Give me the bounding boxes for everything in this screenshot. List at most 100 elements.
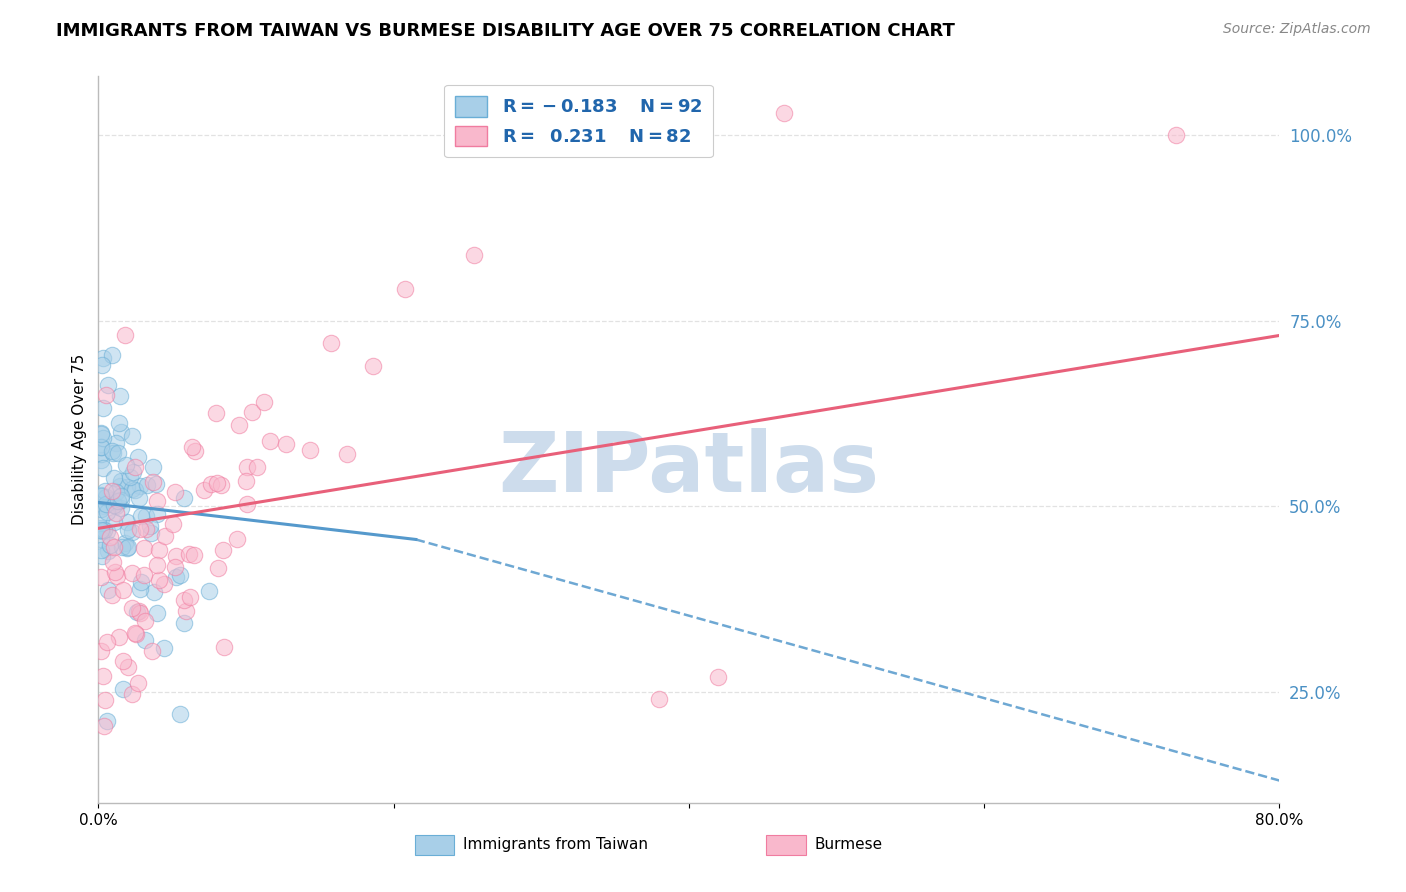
Point: [96, 635, 118, 649]
Point: [1166, 128, 1188, 143]
Point: [236, 459, 259, 474]
Point: [117, 524, 139, 538]
Point: [253, 395, 276, 409]
Point: [90, 440, 112, 454]
Point: [124, 459, 146, 474]
Point: [394, 282, 416, 296]
Point: [90, 523, 112, 537]
Text: Immigrants from Taiwan: Immigrants from Taiwan: [463, 838, 648, 852]
Point: [90, 440, 112, 454]
Point: [148, 543, 170, 558]
Point: [115, 515, 138, 529]
Point: [90, 549, 112, 564]
Point: [100, 484, 122, 499]
Point: [98, 492, 121, 507]
Point: [235, 474, 257, 488]
Point: [207, 561, 229, 575]
Point: [105, 506, 128, 520]
Point: [98, 530, 121, 544]
Point: [183, 444, 205, 458]
Point: [90, 501, 112, 516]
Point: [174, 604, 197, 618]
Point: [110, 500, 132, 515]
Point: [110, 489, 132, 503]
Point: [214, 640, 236, 655]
Point: [110, 479, 132, 493]
Point: [127, 450, 149, 464]
Point: [179, 590, 201, 604]
Point: [145, 606, 167, 620]
Point: [118, 470, 141, 484]
Point: [139, 518, 162, 533]
Point: [104, 565, 127, 579]
Point: [205, 475, 228, 490]
Point: [121, 601, 143, 615]
Point: [101, 445, 124, 459]
Point: [90, 425, 112, 440]
Point: [104, 436, 127, 450]
Point: [94, 490, 117, 504]
Point: [209, 477, 232, 491]
Point: [141, 525, 163, 540]
Point: [173, 592, 195, 607]
Point: [132, 541, 155, 555]
Point: [128, 606, 150, 620]
Point: [94, 388, 117, 402]
Point: [114, 536, 136, 550]
Point: [240, 405, 263, 419]
Point: [169, 706, 191, 721]
Point: [198, 584, 221, 599]
Point: [142, 460, 165, 475]
Point: [91, 524, 114, 539]
Point: [110, 425, 132, 440]
Point: [153, 576, 176, 591]
Point: [146, 558, 169, 572]
Point: [361, 359, 384, 373]
Point: [153, 529, 176, 543]
Point: [236, 497, 259, 511]
Point: [336, 446, 359, 460]
Text: Source: ZipAtlas.com: Source: ZipAtlas.com: [1223, 22, 1371, 37]
Point: [128, 582, 150, 596]
Point: [97, 378, 120, 392]
Point: [105, 569, 128, 583]
Point: [90, 446, 112, 460]
Point: [90, 520, 112, 534]
Point: [134, 568, 156, 582]
Point: [96, 524, 118, 538]
Point: [648, 692, 671, 706]
Point: [111, 582, 134, 597]
Point: [225, 532, 247, 546]
Point: [141, 644, 163, 658]
Point: [298, 442, 321, 457]
Point: [173, 615, 195, 630]
Point: [100, 588, 122, 602]
Point: [94, 483, 117, 498]
Point: [91, 431, 114, 445]
Point: [91, 351, 114, 365]
Point: [100, 443, 122, 458]
Point: [193, 483, 215, 497]
Point: [124, 626, 146, 640]
Point: [93, 499, 115, 513]
Point: [90, 644, 112, 658]
Text: IMMIGRANTS FROM TAIWAN VS BURMESE DISABILITY AGE OVER 75 CORRELATION CHART: IMMIGRANTS FROM TAIWAN VS BURMESE DISABI…: [56, 22, 955, 40]
Point: [204, 406, 226, 420]
Point: [246, 459, 269, 474]
Point: [129, 575, 152, 590]
Point: [115, 541, 138, 556]
Point: [129, 508, 152, 523]
Point: [103, 498, 125, 512]
Point: [135, 478, 157, 492]
Point: [114, 328, 136, 343]
Point: [146, 494, 169, 508]
Point: [96, 505, 118, 519]
Text: ZIPatlas: ZIPatlas: [499, 428, 879, 509]
Point: [90, 453, 112, 467]
Point: [128, 523, 150, 537]
Point: [93, 719, 115, 733]
Point: [142, 475, 165, 489]
Point: [134, 614, 156, 628]
Point: [183, 549, 205, 563]
Point: [162, 517, 184, 532]
